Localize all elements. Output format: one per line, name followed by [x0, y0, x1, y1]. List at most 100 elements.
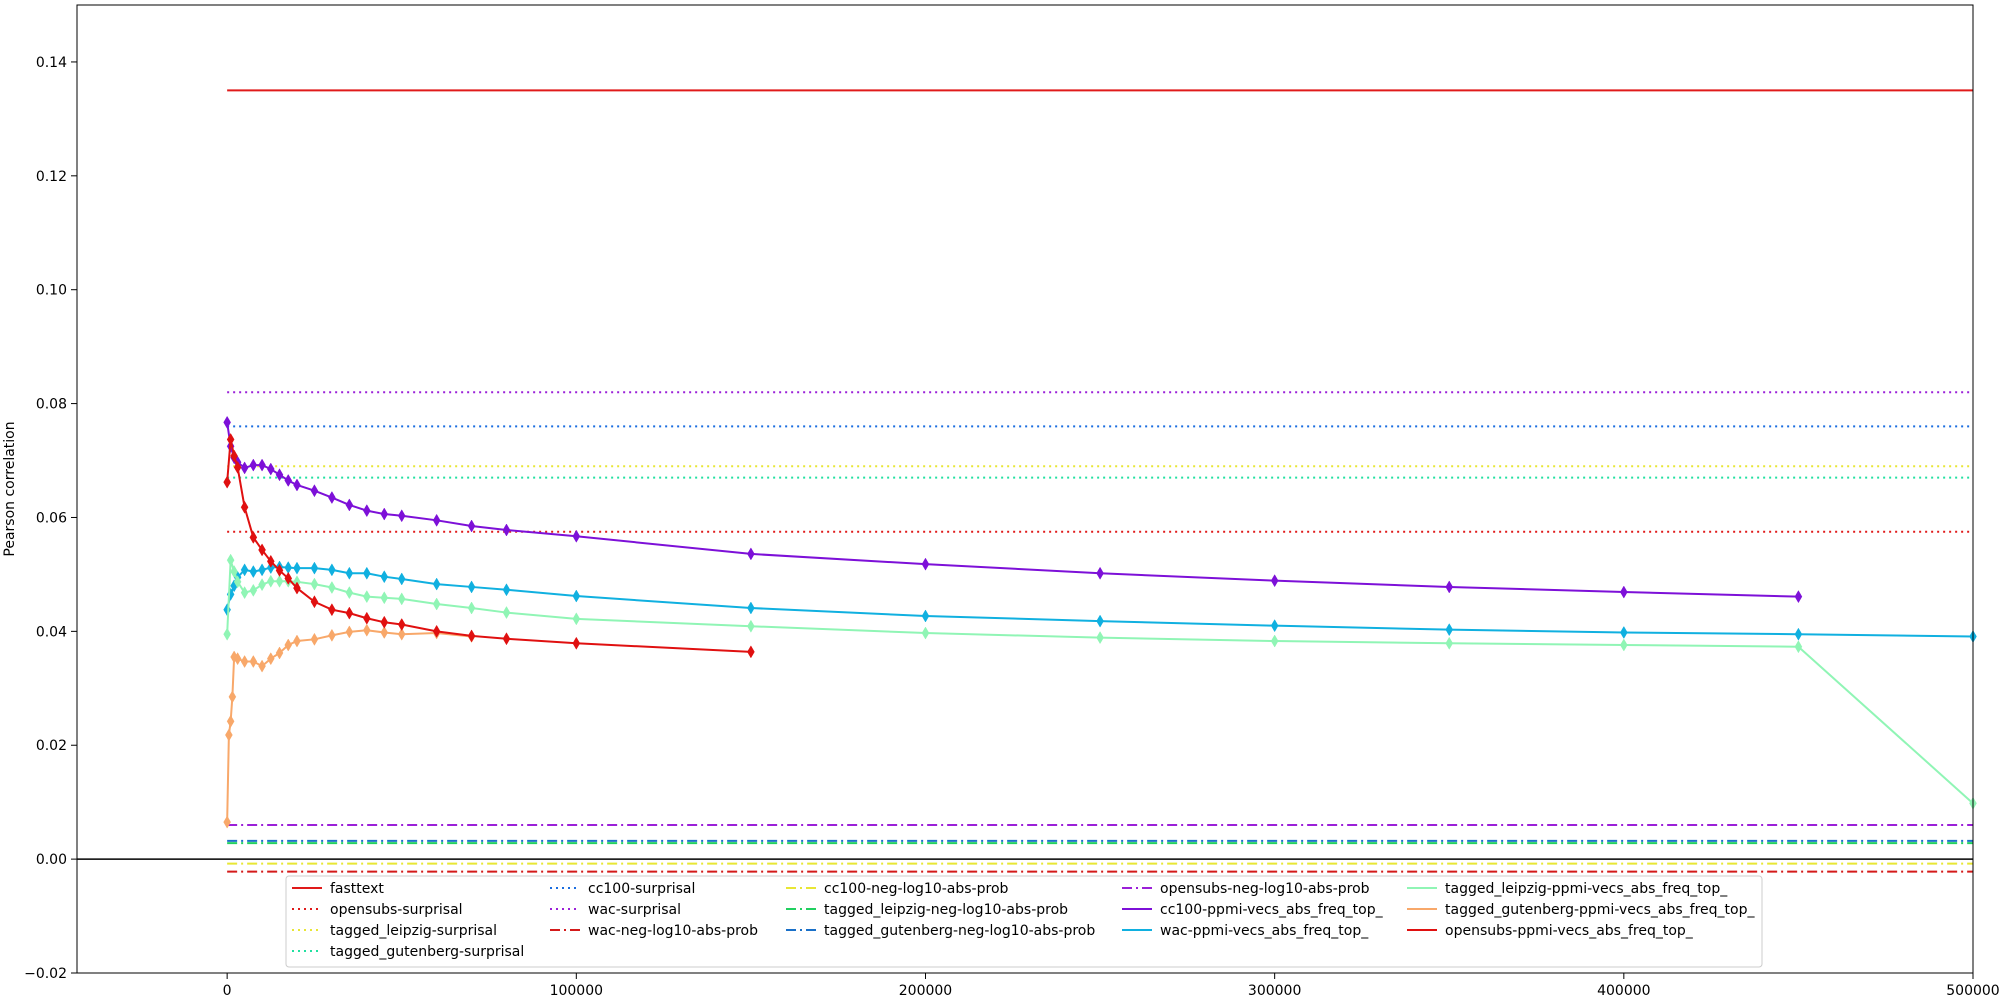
data-point: [380, 570, 389, 584]
data-point: [1270, 634, 1279, 648]
legend-label: wac-surprisal: [588, 902, 681, 918]
data-point: [572, 612, 581, 626]
y-tick-label: −0.02: [24, 966, 67, 982]
data-point: [747, 601, 755, 615]
y-tick-label: 0.02: [36, 738, 67, 754]
data-point: [467, 629, 476, 643]
data-point: [240, 461, 249, 475]
data-point: [233, 460, 242, 474]
y-tick-label: 0.08: [36, 397, 67, 413]
data-point: [310, 595, 319, 609]
data-point: [223, 475, 231, 489]
data-point: [267, 462, 275, 476]
data-point: [226, 432, 235, 446]
data-point: [249, 583, 258, 597]
legend-label: fasttext: [330, 881, 384, 897]
data-point: [267, 554, 275, 568]
y-tick-label: 0.04: [36, 624, 67, 640]
data-point: [345, 498, 354, 512]
legend-label: cc100-neg-log10-abs-prob: [824, 881, 1009, 897]
y-tick-label: 0.14: [36, 55, 67, 71]
data-point: [293, 561, 301, 575]
data-point: [1445, 623, 1454, 637]
data-point: [310, 561, 319, 575]
data-point: [572, 529, 581, 543]
data-point: [467, 519, 476, 533]
data-point: [249, 655, 258, 669]
data-point: [240, 563, 249, 577]
data-point: [240, 586, 249, 600]
data-point: [1794, 590, 1803, 604]
data-point: [1794, 640, 1803, 654]
data-point: [275, 468, 284, 482]
data-point: [363, 611, 371, 625]
data-point: [1270, 574, 1279, 588]
data-point: [275, 563, 284, 577]
data-point: [233, 575, 242, 589]
data-point: [345, 566, 354, 580]
legend-label: tagged_gutenberg-neg-log10-abs-prob: [824, 923, 1095, 939]
legend-label: wac-ppmi-vecs_abs_freq_top_: [1160, 923, 1369, 939]
data-point: [284, 571, 293, 585]
data-point: [258, 563, 266, 577]
data-point: [467, 580, 476, 594]
x-tick-label: 400000: [1597, 983, 1650, 999]
data-point: [1445, 580, 1454, 594]
data-point: [747, 619, 755, 633]
data-point: [233, 652, 242, 666]
x-tick-label: 500000: [1946, 983, 1999, 999]
legend-label: tagged_leipzig-neg-log10-abs-prob: [824, 902, 1068, 918]
data-point: [363, 623, 371, 637]
data-point: [226, 714, 235, 728]
data-point: [467, 601, 476, 615]
y-tick-label: 0.00: [36, 852, 67, 868]
y-tick-label: 0.10: [36, 283, 67, 299]
data-point: [345, 586, 354, 600]
data-point: [363, 590, 371, 604]
legend: fasttext opensubs-surprisal tagged_leipzig…: [285, 875, 1763, 968]
data-point: [397, 572, 406, 586]
data-point: [284, 473, 293, 487]
legend-label: wac-neg-log10-abs-prob: [588, 923, 758, 939]
y-tick-label: 0.06: [36, 510, 67, 526]
data-point: [1096, 614, 1104, 628]
data-point: [275, 574, 284, 588]
series-line-cc100-ppmi-vecs-abs-freq-top: [226, 422, 1799, 598]
data-point: [397, 618, 406, 632]
data-point: [293, 634, 301, 648]
data-point: [328, 491, 336, 505]
data-point: [230, 449, 238, 463]
data-point: [267, 652, 275, 666]
data-point: [572, 589, 581, 603]
data-point: [258, 543, 266, 557]
data-point: [502, 606, 511, 620]
data-point: [328, 603, 336, 617]
data-point: [1270, 619, 1279, 633]
data-point: [258, 578, 266, 592]
data-point: [1794, 627, 1803, 641]
data-point: [345, 625, 354, 639]
data-point: [275, 646, 284, 660]
data-point: [223, 815, 231, 829]
data-point: [310, 484, 319, 498]
data-point: [267, 574, 275, 588]
x-tick-label: 0: [223, 983, 232, 999]
data-point: [258, 458, 266, 472]
data-point: [1445, 636, 1454, 650]
data-point: [328, 628, 336, 642]
data-point: [921, 626, 930, 640]
data-point: [380, 507, 389, 521]
legend-label: tagged_gutenberg-surprisal: [330, 944, 524, 960]
data-point: [432, 624, 441, 638]
data-point: [1620, 585, 1628, 599]
data-point: [432, 513, 441, 527]
data-point: [284, 638, 293, 652]
data-point: [747, 645, 755, 659]
axes: 0 100000 200000 300000 400000 500000 −0.02 0.00…: [24, 55, 2000, 999]
data-point: [363, 566, 371, 580]
x-tick-label: 100000: [550, 983, 603, 999]
x-tick-label: 300000: [1248, 983, 1301, 999]
plot-marks: [77, 89, 1977, 873]
data-point: [572, 636, 581, 650]
